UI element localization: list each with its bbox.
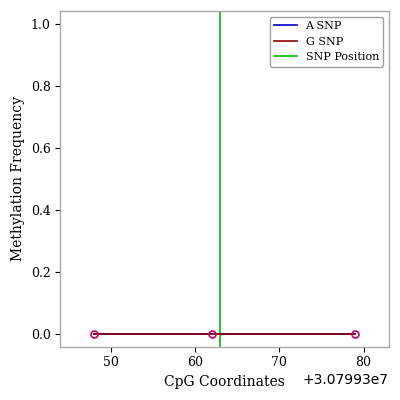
- Legend: A SNP, G SNP, SNP Position: A SNP, G SNP, SNP Position: [270, 17, 383, 67]
- X-axis label: CpG Coordinates: CpG Coordinates: [164, 375, 285, 389]
- Y-axis label: Methylation Frequency: Methylation Frequency: [11, 96, 25, 261]
